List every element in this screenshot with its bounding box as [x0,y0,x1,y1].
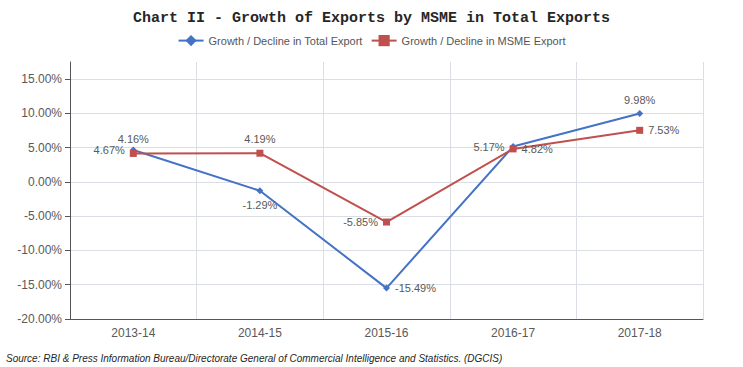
svg-text:-15.49%: -15.49% [395,282,436,294]
svg-text:4.19%: 4.19% [244,133,275,145]
svg-text:5.00%: 5.00% [28,141,62,155]
svg-text:4.82%: 4.82% [522,143,553,155]
svg-text:Chart II - Growth of Exports b: Chart II - Growth of Exports by MSME in … [133,10,610,27]
svg-text:-15.00%: -15.00% [17,278,62,292]
svg-text:2014-15: 2014-15 [238,326,282,340]
svg-text:Growth / Decline in Total Expo: Growth / Decline in Total Export [209,35,363,47]
svg-text:4.67%: 4.67% [94,144,125,156]
svg-text:2016-17: 2016-17 [491,326,535,340]
svg-text:2015-16: 2015-16 [364,326,408,340]
svg-text:2013-14: 2013-14 [111,326,155,340]
svg-text:4.16%: 4.16% [118,133,149,145]
svg-text:15.00%: 15.00% [21,72,62,86]
svg-text:5.17%: 5.17% [473,141,504,153]
svg-text:-10.00%: -10.00% [17,243,62,257]
svg-text:2017-18: 2017-18 [618,326,662,340]
svg-text:10.00%: 10.00% [21,106,62,120]
svg-text:9.98%: 9.98% [624,94,655,106]
svg-text:-1.29%: -1.29% [242,199,277,211]
svg-text:0.00%: 0.00% [28,175,62,189]
svg-text:7.53%: 7.53% [648,124,679,136]
svg-text:-5.00%: -5.00% [24,209,62,223]
svg-text:-5.85%: -5.85% [343,216,378,228]
svg-text:Growth / Decline in MSME Expor: Growth / Decline in MSME Export [402,35,566,47]
svg-text:-20.00%: -20.00% [17,312,62,326]
svg-text:Source: RBI & Press Informatio: Source: RBI & Press Information Bureau/D… [6,353,502,364]
